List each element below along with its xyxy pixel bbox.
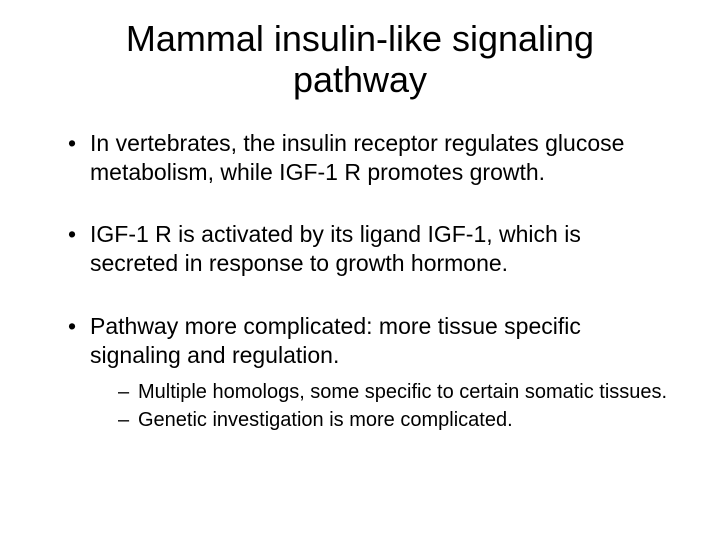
- list-item: In vertebrates, the insulin receptor reg…: [68, 129, 670, 187]
- bullet-text: In vertebrates, the insulin receptor reg…: [90, 130, 624, 185]
- slide-title: Mammal insulin-like signaling pathway: [40, 18, 680, 101]
- bullet-text: Pathway more complicated: more tissue sp…: [90, 313, 581, 368]
- list-item: IGF-1 R is activated by its ligand IGF-1…: [68, 220, 670, 278]
- sub-bullet-list: Multiple homologs, some specific to cert…: [90, 379, 670, 433]
- list-item: Pathway more complicated: more tissue sp…: [68, 312, 670, 434]
- sub-bullet-text: Genetic investigation is more complicate…: [138, 409, 513, 431]
- list-item: Multiple homologs, some specific to cert…: [118, 379, 670, 405]
- list-item: Genetic investigation is more complicate…: [118, 407, 670, 433]
- bullet-list: In vertebrates, the insulin receptor reg…: [40, 129, 680, 434]
- sub-bullet-text: Multiple homologs, some specific to cert…: [138, 381, 667, 403]
- slide: Mammal insulin-like signaling pathway In…: [0, 0, 720, 540]
- bullet-text: IGF-1 R is activated by its ligand IGF-1…: [90, 221, 581, 276]
